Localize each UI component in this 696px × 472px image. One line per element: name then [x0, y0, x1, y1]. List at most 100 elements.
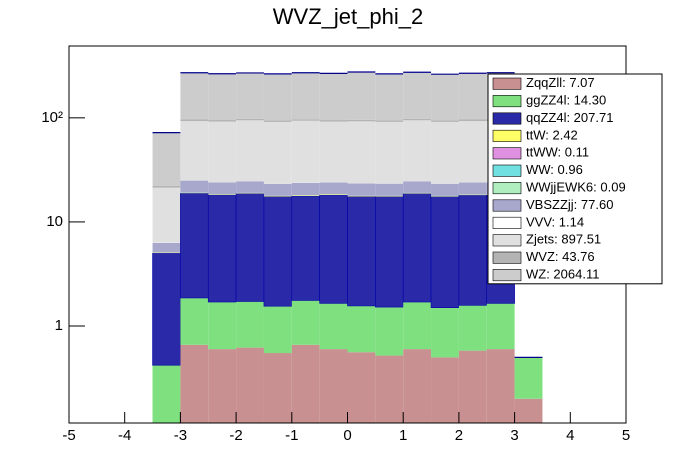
- bar-segment: [431, 357, 459, 423]
- bar-segment: [180, 344, 209, 423]
- bar-segment: [403, 181, 432, 193]
- legend-label: Zjets: 897.51: [526, 232, 601, 247]
- legend-swatch: [492, 77, 522, 90]
- x-tick-label: 1: [399, 427, 407, 444]
- bar-segment: [319, 73, 348, 121]
- bar-segment: [375, 307, 404, 356]
- bar-segment: [291, 119, 320, 121]
- bar-segment: [208, 302, 237, 350]
- bar-segment: [180, 121, 209, 181]
- bar-segment: [263, 195, 292, 197]
- bar-segment: [263, 121, 292, 184]
- bar-segment: [458, 73, 487, 120]
- bar-segment: [291, 120, 320, 183]
- legend-swatch: [492, 147, 522, 160]
- bar-segment: [486, 349, 515, 423]
- bar-segment: [319, 120, 348, 122]
- legend-label: VVV: 1.14: [526, 214, 584, 229]
- bar-segment: [152, 132, 181, 186]
- legend-label: qqZZ4l: 207.71: [526, 110, 613, 125]
- bar-segment: [236, 120, 264, 182]
- legend-swatch: [492, 234, 522, 247]
- bar-segment: [319, 349, 348, 423]
- legend-label: ggZZ4l: 14.30: [526, 93, 606, 108]
- bar-segment: [236, 347, 264, 423]
- bar-segment: [458, 350, 487, 423]
- bar-segment: [263, 353, 292, 423]
- bar-segment: [514, 357, 543, 399]
- bar-segment: [180, 297, 209, 345]
- bar-segment: [347, 121, 376, 184]
- x-tick-label: 2: [455, 427, 463, 444]
- bar-segment: [291, 182, 320, 196]
- bar-segment: [431, 120, 459, 122]
- legend-label: ZqqZll: 7.07: [526, 75, 595, 90]
- legend-swatch: [492, 164, 522, 177]
- bar-segment: [431, 74, 459, 121]
- legend-swatch: [492, 216, 522, 229]
- bar-segment: [263, 196, 293, 307]
- bar-segment: [403, 72, 432, 119]
- bar-segment: [347, 305, 376, 353]
- legend-swatch: [492, 199, 522, 212]
- bar-segment: [319, 182, 348, 195]
- bar-segment: [375, 355, 404, 423]
- bar-segment: [207, 194, 237, 303]
- bar-segment: [291, 344, 320, 423]
- bar-segment: [263, 306, 292, 354]
- bar-segment: [486, 303, 515, 350]
- bar-segment: [514, 398, 543, 423]
- bar-segment: [291, 72, 320, 120]
- legend-box: [487, 73, 663, 285]
- bar-segment: [152, 252, 181, 366]
- bar-segment: [180, 72, 209, 120]
- legend-label: WWjjEWK6: 0.09: [526, 180, 626, 195]
- x-tick-label: -2: [229, 427, 242, 444]
- y-tick-label: 10²: [41, 109, 63, 126]
- bar-segment: [235, 193, 265, 302]
- bar-segment: [347, 183, 376, 196]
- bar-segment: [431, 121, 459, 184]
- legend-label: WVZ: 43.76: [526, 249, 595, 264]
- legend-swatch: [492, 251, 522, 264]
- bar-segment: [291, 195, 320, 301]
- bar-segment: [152, 242, 181, 253]
- bar-segment: [458, 182, 487, 195]
- chart-title: WVZ_jet_phi_2: [273, 4, 423, 29]
- bar-segment: [263, 73, 292, 121]
- bar-segment: [375, 73, 404, 121]
- bar-segment: [180, 192, 209, 299]
- bar-segment: [319, 194, 348, 304]
- bar-segment: [208, 182, 237, 195]
- legend-swatch: [492, 182, 522, 195]
- bar-segment: [208, 121, 237, 183]
- bar-segment: [291, 300, 320, 345]
- bar-segment: [403, 349, 432, 423]
- y-tick-label: 10: [46, 213, 63, 230]
- bar-segment: [152, 365, 181, 423]
- bar-segment: [347, 352, 376, 423]
- bar-segment: [403, 118, 432, 121]
- bar-segment: [291, 195, 320, 196]
- bar-segment: [375, 196, 404, 197]
- legend-swatch: [492, 129, 522, 142]
- legend-label: WW: 0.96: [526, 162, 583, 177]
- bar-segment: [347, 119, 376, 122]
- bar-segment: [152, 187, 181, 243]
- bar-segment: [375, 196, 404, 308]
- legend-label: VBSZZjj: 77.60: [526, 197, 613, 212]
- bar-segment: [180, 180, 209, 193]
- legend-label: ttWW: 0.11: [526, 145, 589, 160]
- bar-segment: [263, 120, 292, 122]
- bar-segment: [403, 120, 432, 182]
- legend-swatch: [492, 95, 522, 108]
- x-tick-label: 0: [343, 427, 351, 444]
- bar-segment: [375, 183, 404, 196]
- legend-swatch: [492, 269, 522, 282]
- bar-segment: [319, 121, 348, 183]
- legend-label: ttW: 2.42: [526, 127, 578, 142]
- legend-swatch: [492, 112, 522, 125]
- plot-area: [152, 71, 543, 423]
- bar-segment: [347, 71, 376, 120]
